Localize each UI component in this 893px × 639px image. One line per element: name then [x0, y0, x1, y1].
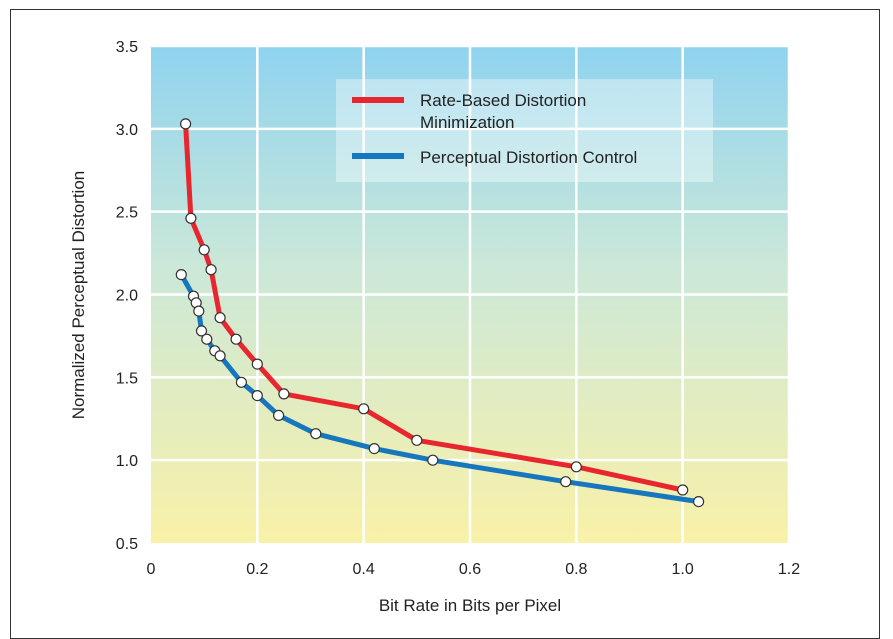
data-point-rate-based [185, 212, 197, 224]
data-point-perceptual [560, 476, 572, 488]
y-tick-label: 1.0 [116, 453, 138, 470]
data-point-rate-based [411, 434, 423, 446]
tick-labels: 0 0.2 0.4 0.6 0.8 1.0 1.2 0.5 1.0 1.5 2.0 2.5 3.0 3.5 [116, 39, 800, 578]
data-point-rate-based [358, 403, 370, 415]
data-point-rate-based [570, 461, 582, 473]
data-point-rate-based [180, 118, 192, 130]
x-tick-label: 0.2 [246, 561, 268, 578]
x-tick-label: 0.4 [353, 561, 375, 578]
data-point-perceptual [193, 305, 205, 317]
data-point-perceptual [175, 269, 187, 281]
y-axis-label: Normalized Perceptual Distortion [69, 171, 88, 420]
data-point-perceptual [214, 350, 226, 362]
data-point-perceptual [310, 428, 322, 440]
y-tick-label: 2.5 [116, 205, 138, 222]
data-point-rate-based [677, 484, 689, 496]
y-tick-label: 2.0 [116, 288, 138, 305]
data-point-perceptual [195, 325, 208, 337]
x-tick-label: 0.8 [565, 561, 587, 578]
legend-box [336, 79, 713, 182]
x-tick-label: 0.6 [459, 561, 481, 578]
data-point-perceptual [368, 443, 380, 455]
data-point-perceptual [273, 409, 285, 421]
data-point-perceptual [427, 454, 439, 466]
x-tick-label: 0 [147, 561, 156, 578]
data-point-rate-based [198, 244, 210, 256]
data-point-perceptual [235, 376, 247, 388]
grid-lines [151, 44, 791, 543]
legend-label-rate-based-line1: Rate-Based Distortion [420, 91, 586, 110]
data-point-rate-based [278, 388, 290, 400]
legend: Rate-Based Distortion Minimization Perce… [336, 79, 713, 182]
y-tick-label: 0.5 [116, 536, 138, 553]
data-point-perceptual [251, 390, 263, 402]
y-tick-label: 3.5 [116, 39, 138, 56]
data-point-rate-based [214, 312, 226, 324]
x-tick-label: 1.2 [778, 561, 800, 578]
legend-label-perceptual: Perceptual Distortion Control [420, 148, 637, 167]
x-axis-label: Bit Rate in Bits per Pixel [379, 596, 561, 615]
data-point-perceptual [692, 496, 705, 508]
x-tick-label: 1.0 [672, 561, 694, 578]
series-line-rate-based [183, 121, 686, 493]
data-point-rate-based [205, 264, 217, 276]
data-point-rate-based [251, 358, 263, 370]
legend-label-rate-based-line2: Minimization [420, 113, 514, 132]
y-tick-label: 1.5 [116, 370, 138, 387]
data-point-rate-based [230, 333, 242, 345]
data-point-perceptual [201, 333, 213, 345]
series-layer [175, 118, 705, 508]
y-tick-label: 3.0 [116, 122, 138, 139]
